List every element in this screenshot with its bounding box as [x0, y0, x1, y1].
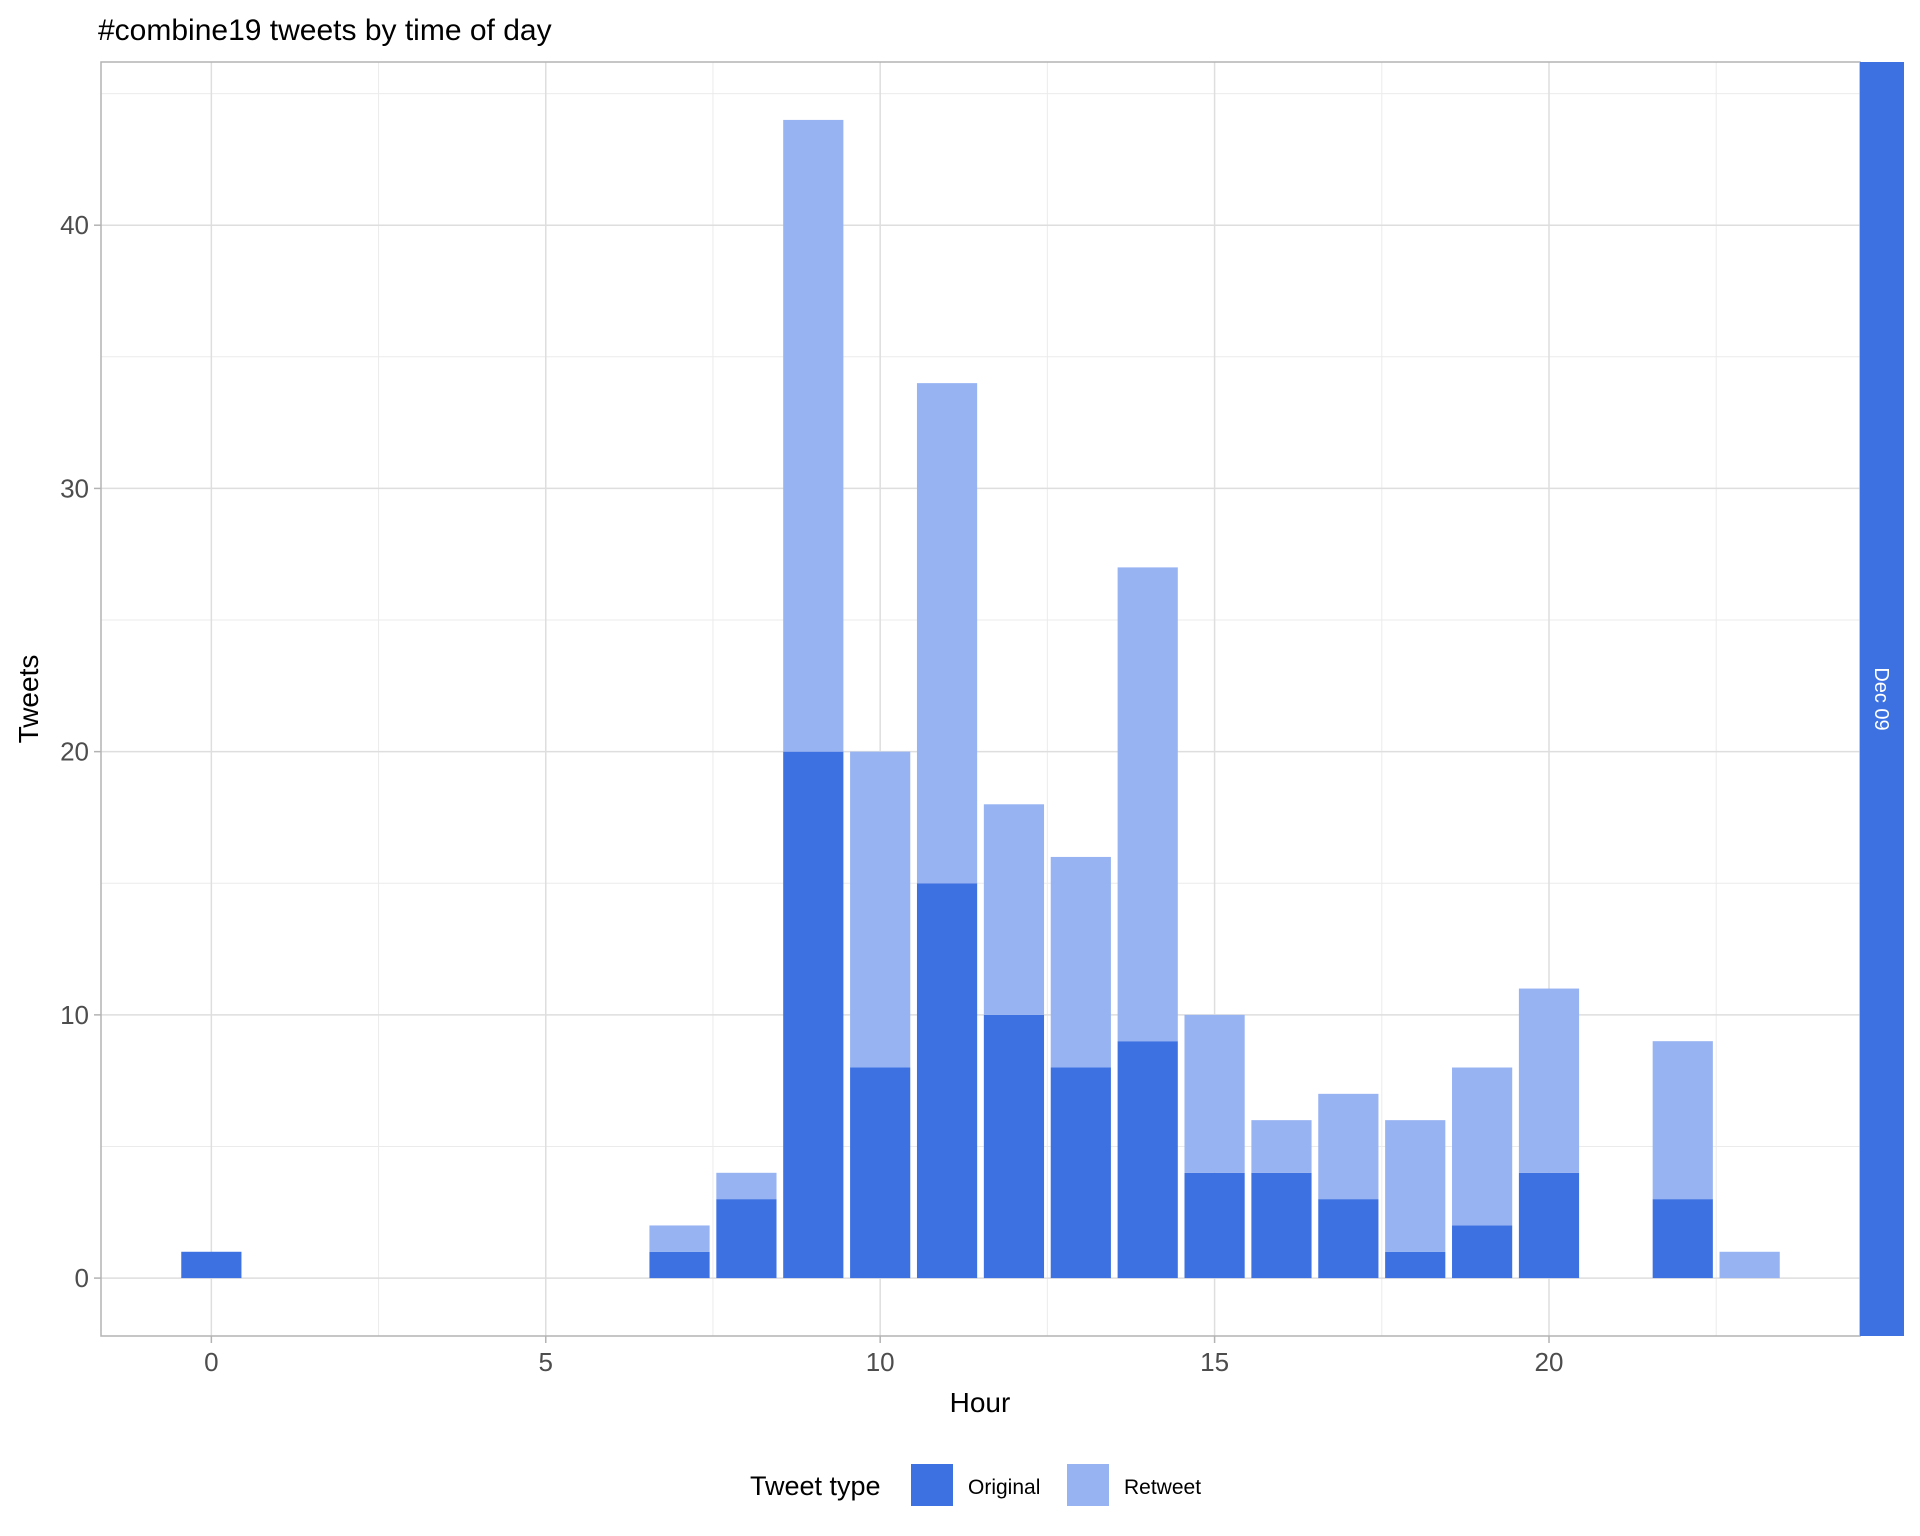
- minor-gridlines: [101, 62, 1860, 1336]
- bar-retweet-hour-22: [1652, 1041, 1713, 1200]
- bar-retweet-hour-13: [1050, 856, 1111, 1068]
- y-tick-label: 20: [60, 737, 89, 767]
- y-axis-ticks: 0 10 20 30 40: [60, 210, 101, 1293]
- bar-original-hour-9: [783, 751, 844, 1279]
- facet-strip: [1860, 62, 1904, 1336]
- bar-retweet-hour-17: [1318, 1093, 1379, 1200]
- bar-retweet-hour-10: [850, 751, 911, 1068]
- bar-retweet-hour-8: [716, 1172, 777, 1200]
- x-tick-label: 0: [204, 1347, 218, 1377]
- bar-original-hour-20: [1518, 1172, 1580, 1279]
- x-tick-label: 5: [539, 1347, 553, 1377]
- bar-original-hour-7: [649, 1251, 710, 1279]
- bar-original-hour-16: [1251, 1172, 1312, 1279]
- bar-original-hour-17: [1318, 1199, 1379, 1279]
- bar-retweet-hour-12: [983, 804, 1045, 1015]
- bar-retweet-hour-19: [1452, 1067, 1513, 1226]
- y-tick-label: 30: [60, 473, 89, 503]
- y-tick-label: 40: [60, 210, 89, 240]
- x-tick-label: 10: [866, 1347, 895, 1377]
- legend-label-retweet: Retweet: [1124, 1476, 1201, 1499]
- bar-original-hour-15: [1184, 1172, 1245, 1279]
- x-tick-label: 20: [1535, 1347, 1564, 1377]
- legend-label-original: Original: [968, 1476, 1040, 1499]
- y-tick-label: 0: [75, 1263, 89, 1293]
- bar-retweet-hour-18: [1385, 1120, 1446, 1252]
- bar-retweet-hour-16: [1251, 1120, 1312, 1173]
- legend-title: Tweet type: [750, 1471, 881, 1501]
- x-tick-label: 15: [1200, 1347, 1229, 1377]
- x-axis-label: Hour: [950, 1387, 1011, 1418]
- bar-original-hour-11: [916, 883, 978, 1279]
- chart-title: #combine19 tweets by time of day: [98, 14, 552, 47]
- bar-retweet-hour-14: [1117, 567, 1178, 1042]
- panel-border: [100, 61, 1861, 1337]
- bar-original-hour-18: [1385, 1251, 1446, 1279]
- bar-retweet-hour-9: [783, 119, 844, 752]
- bar-retweet-hour-11: [916, 383, 978, 884]
- bar-original-hour-22: [1652, 1199, 1713, 1279]
- legend-swatch-retweet: [1067, 1464, 1109, 1506]
- y-axis-label: Tweets: [13, 655, 44, 744]
- bar-retweet-hour-15: [1184, 1014, 1245, 1173]
- facet-label: Dec 09: [1870, 667, 1892, 730]
- bars: [181, 119, 1780, 1279]
- bar-retweet-hour-7: [649, 1225, 710, 1252]
- bar-original-hour-14: [1117, 1041, 1178, 1279]
- x-axis-ticks: 0 5 10 15 20: [204, 1336, 1563, 1377]
- bar-retweet-hour-20: [1518, 988, 1580, 1173]
- bar-original-hour-13: [1050, 1067, 1111, 1279]
- y-tick-label: 10: [60, 1000, 89, 1030]
- bar-original-hour-12: [983, 1014, 1045, 1279]
- bar-retweet-hour-23: [1719, 1251, 1780, 1279]
- legend-swatch-original: [911, 1464, 953, 1506]
- legend: Tweet type Original Retweet: [750, 1464, 1201, 1506]
- bar-original-hour-8: [716, 1199, 777, 1279]
- bar-original-hour-19: [1452, 1225, 1513, 1279]
- major-gridlines: [101, 62, 1860, 1336]
- bar-original-hour-10: [850, 1067, 911, 1279]
- bar-original-hour-0: [181, 1251, 242, 1279]
